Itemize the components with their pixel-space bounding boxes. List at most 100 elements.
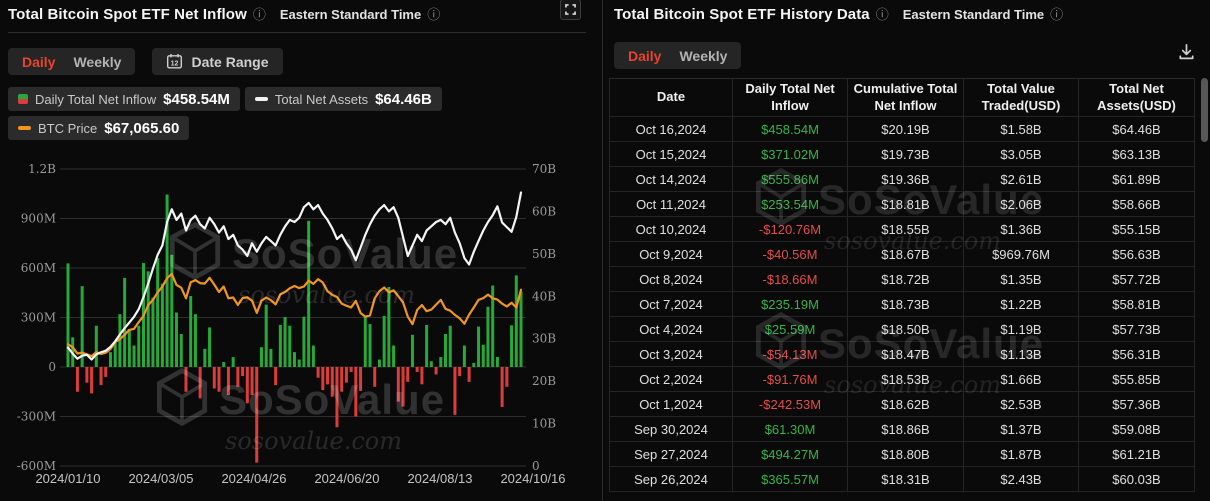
- x-axis-label: 2024/01/10: [35, 471, 100, 486]
- table-row: Oct 8,2024 -$18.66M $18.72B $1.35B $57.72B: [610, 267, 1194, 292]
- table-cell: $2.61B: [964, 167, 1079, 192]
- table-row: Oct 1,2024 -$242.53M $18.62B $2.53B $57.36B: [610, 392, 1194, 417]
- table-row: Oct 4,2024 $25.59M $18.50B $1.19B $57.73B: [610, 317, 1194, 342]
- table-cell: Oct 1,2024: [610, 392, 733, 417]
- line-series-icon: [18, 126, 31, 130]
- table-cell: Oct 7,2024: [610, 292, 733, 317]
- info-icon[interactable]: ⓘ: [1050, 7, 1064, 23]
- chart-panel-title: Total Bitcoin Spot ETF Net Inflow: [8, 6, 247, 23]
- table-cell: -$120.76M: [733, 217, 848, 242]
- fullscreen-icon: [565, 4, 576, 15]
- chart-period-tabs: Daily Weekly: [8, 48, 136, 75]
- info-icon[interactable]: ⓘ: [875, 7, 889, 23]
- chart-controls: Daily Weekly 12 Date Range: [8, 48, 283, 75]
- y-axis-left-label: 0: [48, 360, 56, 374]
- table-cell: $1.35B: [964, 267, 1079, 292]
- column-header: Cumulative Total Net Inflow: [848, 79, 964, 117]
- table-cell: $1.36B: [964, 217, 1079, 242]
- table-cell: $25.59M: [733, 317, 848, 342]
- chart-legend: Daily Total Net Inflow $458.54M Total Ne…: [8, 87, 442, 111]
- table-cell: $1.22B: [964, 292, 1079, 317]
- x-axis-label: 2024/10/16: [500, 471, 565, 486]
- download-button[interactable]: [1175, 40, 1198, 66]
- table-cell: Sep 27,2024: [610, 442, 733, 467]
- net-assets-line: [66, 191, 523, 361]
- y-axis-left-label: 300M: [21, 311, 56, 325]
- table-cell: $60.03B: [1079, 467, 1194, 492]
- table-cell: $64.46B: [1079, 117, 1194, 142]
- table-cell: $969.76M: [964, 242, 1079, 267]
- fullscreen-button[interactable]: [560, 0, 581, 20]
- table-cell: $371.02M: [733, 142, 848, 167]
- legend-btc-price[interactable]: BTC Price $67,065.60: [8, 116, 190, 140]
- table-cell: $2.43B: [964, 467, 1079, 492]
- table-cell: $58.81B: [1079, 292, 1194, 317]
- timezone-label: Eastern Standard Time: [902, 7, 1045, 22]
- info-icon[interactable]: ⓘ: [427, 7, 441, 23]
- panel-divider: [602, 0, 603, 501]
- table-cell: $56.63B: [1079, 242, 1194, 267]
- table-period-tabs: Daily Weekly: [614, 42, 742, 69]
- column-header: Total Value Traded(USD): [964, 79, 1079, 117]
- tab-daily[interactable]: Daily: [628, 47, 662, 64]
- table-cell: Oct 11,2024: [610, 192, 733, 217]
- btc-price-line: [66, 272, 523, 358]
- table-cell: $18.53B: [848, 367, 964, 392]
- table-cell: $2.06B: [964, 192, 1079, 217]
- table-panel-title: Total Bitcoin Spot ETF History Data: [614, 6, 870, 23]
- legend-total-net-assets[interactable]: Total Net Assets $64.46B: [244, 87, 442, 111]
- legend-label: Daily Total Net Inflow: [35, 91, 157, 107]
- info-icon[interactable]: ⓘ: [252, 7, 266, 23]
- net-inflow-combo-chart: 1.2B 900M 600M 300M 0 -300M -600M 70B 60B 50B 40B 3…: [17, 162, 566, 486]
- table-cell: $18.86B: [848, 417, 964, 442]
- table-row: Oct 15,2024 $371.02M $19.73B $3.05B $63.13B: [610, 142, 1194, 167]
- y-axis-right-label: 10B: [532, 417, 556, 431]
- table-row: Oct 3,2024 -$54.13M $18.47B $1.13B $56.31B: [610, 342, 1194, 367]
- net-inflow-chart-panel: Total Bitcoin Spot ETF Net Inflow ⓘ East…: [0, 0, 601, 501]
- inflow-bars: [66, 194, 523, 463]
- table-cell: $235.19M: [733, 292, 848, 317]
- table-cell: $1.66B: [964, 367, 1079, 392]
- tab-weekly[interactable]: Weekly: [73, 53, 122, 70]
- line-series-icon: [254, 97, 268, 101]
- column-header: Total Net Assets(USD): [1079, 79, 1194, 117]
- table-cell: Oct 16,2024: [610, 117, 733, 142]
- table-cell: $59.08B: [1079, 417, 1194, 442]
- tab-weekly[interactable]: Weekly: [679, 47, 728, 64]
- table-cell: $18.47B: [848, 342, 964, 367]
- table-cell: $55.15B: [1079, 217, 1194, 242]
- table-cell: $57.72B: [1079, 267, 1194, 292]
- table-cell: Sep 26,2024: [610, 467, 733, 492]
- x-axis-label: 2024/04/26: [221, 471, 286, 486]
- table-cell: $1.13B: [964, 342, 1079, 367]
- y-axis-left-label: 600M: [21, 261, 56, 275]
- table-cell: $61.21B: [1079, 442, 1194, 467]
- table-cell: $1.58B: [964, 117, 1079, 142]
- table-scrollbar-thumb[interactable]: [1201, 78, 1208, 142]
- date-range-button[interactable]: 12 Date Range: [152, 48, 283, 75]
- table-cell: $19.36B: [848, 167, 964, 192]
- table-cell: Sep 30,2024: [610, 417, 733, 442]
- table-cell: $1.37B: [964, 417, 1079, 442]
- y-axis-right-label: 20B: [532, 374, 556, 388]
- tab-daily[interactable]: Daily: [22, 53, 56, 70]
- chart-legend-row-2: BTC Price $67,065.60: [8, 116, 190, 140]
- table-cell: $365.57M: [733, 467, 848, 492]
- table-cell: $58.66B: [1079, 192, 1194, 217]
- legend-daily-net-inflow[interactable]: Daily Total Net Inflow $458.54M: [8, 87, 240, 111]
- table-cell: $3.05B: [964, 142, 1079, 167]
- legend-label: Total Net Assets: [274, 91, 369, 107]
- header-divider: [8, 32, 586, 33]
- table-row: Oct 14,2024 $555.86M $19.36B $2.61B $61.89B: [610, 167, 1194, 192]
- x-axis-label: 2024/08/13: [407, 471, 472, 486]
- table-cell: $18.73B: [848, 292, 964, 317]
- table-cell: Oct 10,2024: [610, 217, 733, 242]
- table-cell: $55.85B: [1079, 367, 1194, 392]
- table-cell: Oct 2,2024: [610, 367, 733, 392]
- y-axis-left-label: 1.2B: [28, 162, 56, 176]
- y-axis-right-label: 70B: [532, 162, 556, 176]
- table-cell: $18.72B: [848, 267, 964, 292]
- y-axis-right-label: 0: [532, 459, 540, 473]
- table-cell: -$54.13M: [733, 342, 848, 367]
